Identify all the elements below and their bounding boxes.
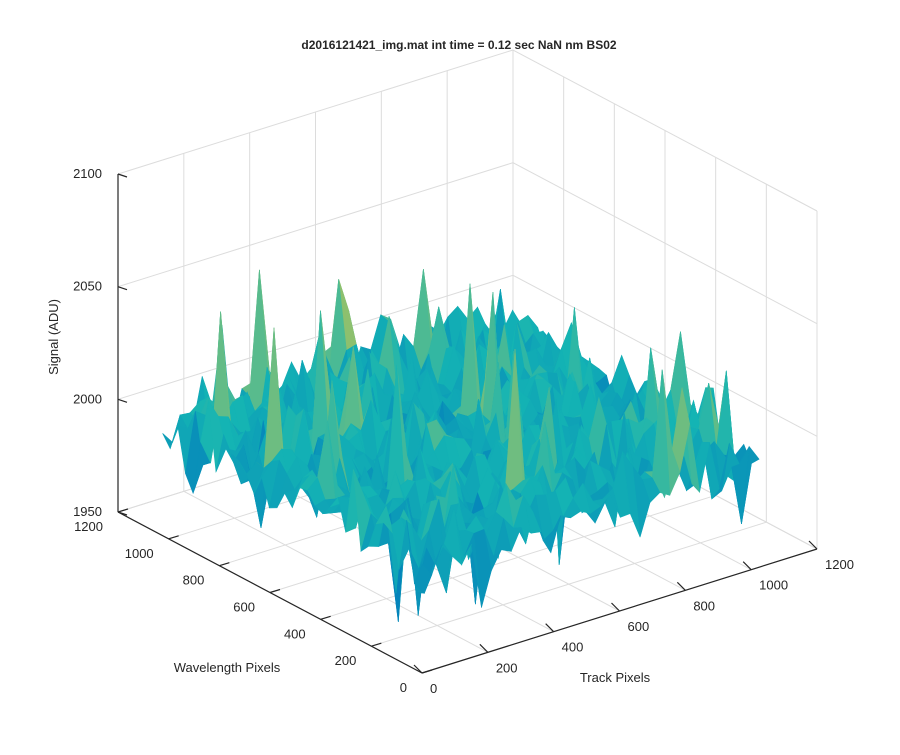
x-tick-mark — [479, 643, 489, 653]
x-tick-mark — [413, 664, 423, 674]
y-tick-label: 0 — [400, 680, 407, 695]
x-axis-label: Track Pixels — [580, 670, 651, 685]
surface-patch — [162, 414, 181, 450]
z-tick-label: 1950 — [73, 504, 102, 519]
x-tick-label: 1000 — [759, 578, 788, 593]
y-tick-label: 1200 — [74, 519, 103, 534]
y-axis-label: Wavelength Pixels — [174, 660, 281, 675]
x-tick-mark — [545, 623, 555, 633]
y-tick-mark — [219, 562, 230, 567]
z-tick-mark — [117, 286, 128, 291]
grid-z — [117, 162, 818, 325]
x-tick-label: 400 — [562, 640, 584, 655]
chart-title: d2016121421_img.mat int time = 0.12 sec … — [301, 38, 616, 52]
y-tick-label: 1000 — [125, 546, 154, 561]
x-tick-mark — [676, 581, 686, 591]
x-tick-label: 200 — [496, 660, 518, 675]
grid-y-floor — [320, 494, 716, 620]
surface-patch — [414, 563, 433, 594]
surface-patch — [715, 370, 735, 458]
y-tick-label: 200 — [335, 653, 357, 668]
x-tick-label: 1200 — [825, 557, 854, 572]
tick-labels: 0 200 400 600 800 1000 1200 0 200 400 600 800 1000 12… — [73, 166, 854, 696]
surface-layer — [162, 269, 760, 622]
y-tick-mark — [320, 615, 331, 620]
y-tick-mark — [371, 642, 382, 647]
z-tick-mark — [117, 398, 128, 403]
y-tick-label: 800 — [183, 573, 205, 588]
x-tick-label: 600 — [628, 619, 650, 634]
grid-y-floor — [371, 521, 767, 647]
x-tick-label: 800 — [693, 598, 715, 613]
y-tick-mark — [269, 588, 281, 594]
y-tick-mark — [117, 508, 129, 513]
y-tick-mark — [168, 535, 179, 540]
y-tick-label: 400 — [284, 626, 306, 641]
z-tick-label: 2050 — [73, 279, 102, 294]
y-tick-mark — [421, 669, 433, 674]
x-tick-mark — [742, 561, 752, 571]
z-tick-mark — [117, 173, 128, 178]
x-tick-mark — [611, 602, 620, 612]
z-tick-label: 2100 — [73, 166, 102, 181]
y-tick-label: 600 — [233, 600, 255, 615]
z-tick-mark — [117, 511, 128, 516]
z-tick-label: 2000 — [73, 391, 102, 406]
x-tick-label: 0 — [430, 681, 437, 696]
grid-z — [117, 49, 818, 212]
grid-z — [117, 274, 818, 437]
z-axis-label: Signal (ADU) — [46, 299, 61, 375]
x-tick-mark — [808, 540, 818, 550]
